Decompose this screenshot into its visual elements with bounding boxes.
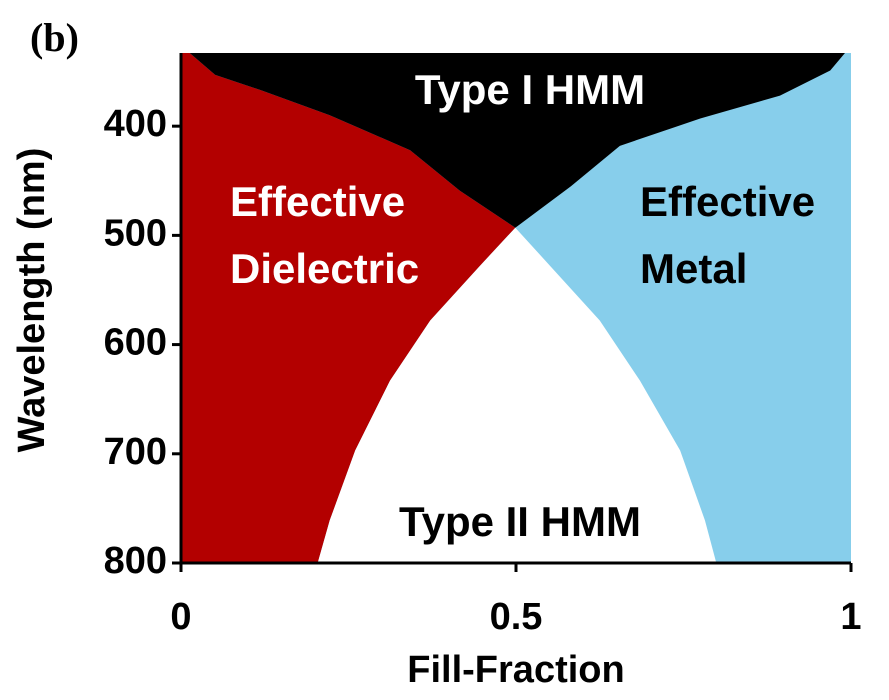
region-label: Metal (640, 245, 747, 292)
region-label: Type I HMM (415, 66, 645, 113)
y-tick-label: 700 (104, 431, 167, 473)
y-tick-label: 800 (104, 540, 167, 582)
x-tick-label: 0 (170, 596, 191, 638)
panel-label: (b) (30, 15, 79, 60)
y-tick-label: 400 (104, 103, 167, 145)
region (181, 53, 516, 563)
y-axis-label: Wavelength (nm) (11, 148, 53, 453)
region-label: Effective (230, 178, 405, 225)
region-label: Effective (640, 178, 815, 225)
region-label: Type II HMM (399, 498, 641, 545)
x-tick-label: 1 (840, 596, 861, 638)
y-tick-label: 600 (104, 322, 167, 364)
region (181, 53, 851, 228)
x-tick-label: 0.5 (490, 596, 543, 638)
y-tick-label: 500 (104, 212, 167, 254)
region-label: Dielectric (230, 245, 419, 292)
region (317, 227, 717, 563)
x-axis-label: Fill-Fraction (407, 649, 624, 691)
